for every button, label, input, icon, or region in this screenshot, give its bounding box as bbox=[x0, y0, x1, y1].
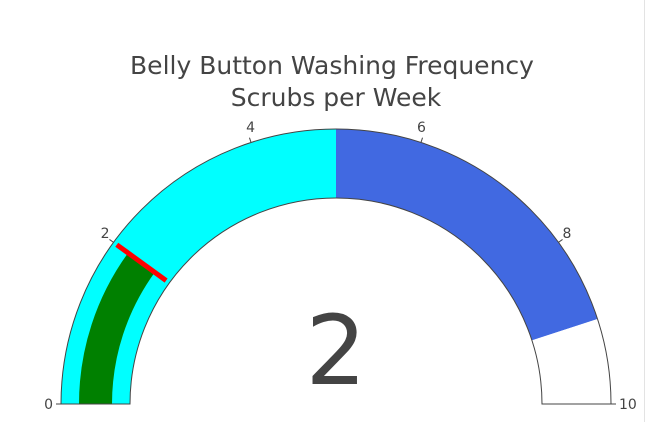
gauge-step-2 bbox=[531, 319, 611, 404]
gauge-tick-label: 10 bbox=[619, 397, 637, 413]
gauge-tick-label: 4 bbox=[246, 120, 255, 136]
gauge-ticks: 0 2 4 6 8 10 bbox=[44, 120, 637, 413]
gauge-tick-mark bbox=[109, 239, 114, 243]
gauge-tick-mark bbox=[420, 137, 424, 143]
gauge-outline bbox=[60, 128, 612, 405]
chart-title: Belly Button Washing Frequency bbox=[130, 51, 534, 80]
gauge-value-bar bbox=[79, 252, 155, 404]
gauge-bar-group bbox=[79, 252, 155, 404]
gauge-threshold-group bbox=[115, 242, 168, 283]
gauge-tick-label: 6 bbox=[417, 120, 426, 136]
gauge-tick-label: 8 bbox=[563, 226, 572, 242]
gauge-threshold-marker bbox=[115, 242, 168, 283]
gauge-tick-label: 0 bbox=[44, 397, 53, 413]
gauge-value-number: 2 bbox=[305, 295, 366, 407]
gauge-step-1 bbox=[336, 129, 598, 341]
chart-subtitle: Scrubs per Week bbox=[231, 83, 442, 112]
gauge-steps bbox=[61, 129, 611, 404]
gauge-step-0 bbox=[61, 129, 336, 404]
edge-divider bbox=[644, 0, 645, 422]
gauge-outline-group bbox=[60, 128, 612, 405]
gauge-tick-mark bbox=[558, 239, 563, 243]
gauge-tick-label: 2 bbox=[101, 226, 110, 242]
gauge-tick-mark bbox=[248, 137, 252, 143]
